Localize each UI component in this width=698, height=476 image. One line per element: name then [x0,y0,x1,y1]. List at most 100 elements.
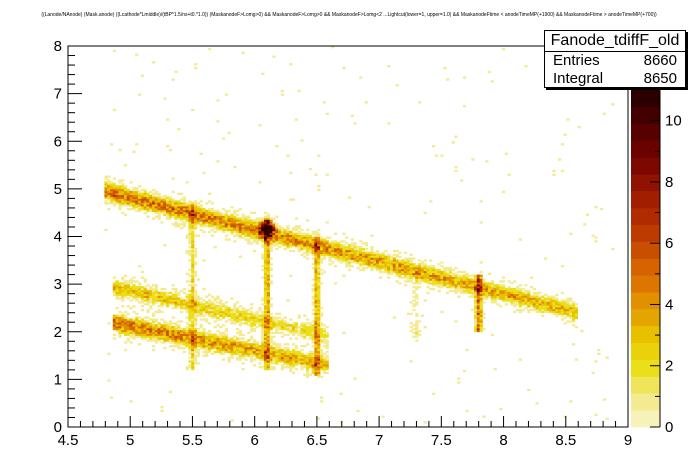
heatmap-cell [308,362,312,365]
heatmap-cell [191,278,195,281]
heatmap-cell [241,232,245,235]
heatmap-cell [558,308,562,312]
heatmap-cell [292,364,296,367]
heatmap-cell [457,295,461,298]
heatmap-cell [566,305,570,308]
heatmap-cell [118,179,122,182]
heatmap-cell [233,310,237,314]
heatmap-cell [107,207,111,211]
heatmap-cell [317,345,321,348]
heatmap-cell [216,310,220,314]
heatmap-cell [325,362,329,365]
heatmap-cell [199,310,203,314]
heatmap-cell [112,194,116,197]
heatmap-cell [499,280,503,283]
heatmap-cell [252,327,256,331]
heatmap-cell [303,314,307,317]
heatmap-cell [149,204,153,207]
heatmap-cell [278,326,282,329]
heatmap-cell [479,310,483,314]
heatmap-cell [384,249,388,253]
heatmap-cell [143,327,147,331]
heatmap-cell [107,185,111,188]
heatmap-cell [124,213,128,216]
heatmap-cell [574,303,578,306]
heatmap-cell [569,297,573,300]
heatmap-cell [112,177,116,180]
heatmap-cell [115,306,119,310]
heatmap-cell [306,238,310,241]
heatmap-cell [266,263,270,266]
heatmap-cell [266,333,270,336]
heatmap-cell [292,226,296,230]
heatmap-cell [264,362,268,365]
heatmap-cell [300,228,304,232]
heatmap-cell [504,295,508,298]
heatmap-cell [224,312,228,316]
heatmap-cell [252,341,256,344]
heatmap-cell [224,226,228,230]
heatmap-cell [163,346,167,350]
heatmap-cell [306,360,310,363]
heatmap-cell [418,329,422,333]
heatmap-cell [264,299,268,302]
heatmap-cell [479,274,483,277]
heatmap-cell [275,226,279,230]
heatmap-cell [264,297,268,300]
heatmap-cell [261,244,265,247]
heatmap-cell [244,219,248,222]
heatmap-cell [213,223,217,226]
heatmap-cell [544,310,548,314]
heatmap-cell [412,305,416,308]
heatmap-cell [185,202,189,205]
heatmap-cell [250,306,254,310]
heatmap-cell [507,297,511,300]
heatmap-cell [210,337,214,340]
heatmap-cell [222,348,226,352]
heatmap-cell [325,244,329,247]
heatmap-cell [163,301,167,304]
heatmap-cell [174,211,178,215]
heatmap-cell [516,303,520,306]
heatmap-cell [460,276,464,279]
heatmap-cell [255,242,259,245]
heatmap-cell [213,308,217,312]
heatmap-cell [252,249,256,253]
heatmap-cell [300,244,304,247]
heatmap-cell [513,295,517,298]
heatmap-cell [233,166,237,169]
heatmap-cell [289,364,293,367]
heatmap-cell [322,333,326,336]
heatmap-cell [521,287,525,291]
heatmap-cell [314,316,318,319]
heatmap-cell [188,289,192,293]
heatmap-cell [423,421,427,424]
heatmap-cell [188,228,192,232]
heatmap-cell [390,272,394,275]
heatmap-cell [479,305,483,308]
heatmap-cell [188,226,192,230]
heatmap-cell [138,343,142,346]
heatmap-cell [423,276,427,279]
heatmap-cell [348,261,352,264]
x-tick-label: 6.5 [306,432,327,449]
heatmap-cell [303,331,307,335]
heatmap-cell [250,343,254,346]
heatmap-cell [135,286,139,289]
heatmap-cell [143,188,147,192]
heatmap-cell [549,305,553,308]
heatmap-cell [395,268,399,272]
heatmap-cell [339,244,343,247]
heatmap-cell [300,327,304,331]
heatmap-cell [138,327,142,331]
heatmap-cell [401,259,405,262]
heatmap-cell [199,335,203,338]
heatmap-cell [303,255,307,258]
heatmap-cell [255,318,259,321]
heatmap-cell [454,274,458,277]
heatmap-cell [213,326,217,329]
heatmap-cell [317,253,321,256]
heatmap-cell [258,322,262,325]
heatmap-cell [191,333,195,336]
heatmap-cell [289,198,293,201]
